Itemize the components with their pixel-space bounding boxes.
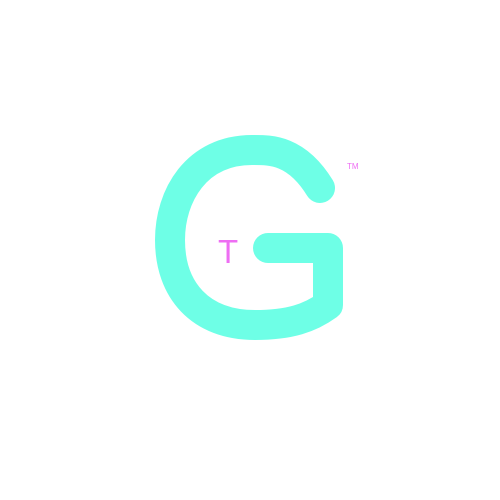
trademark-symbol: TM bbox=[347, 162, 359, 171]
g-monogram-shape bbox=[155, 134, 343, 340]
logo-inner-letter: T bbox=[218, 233, 239, 270]
